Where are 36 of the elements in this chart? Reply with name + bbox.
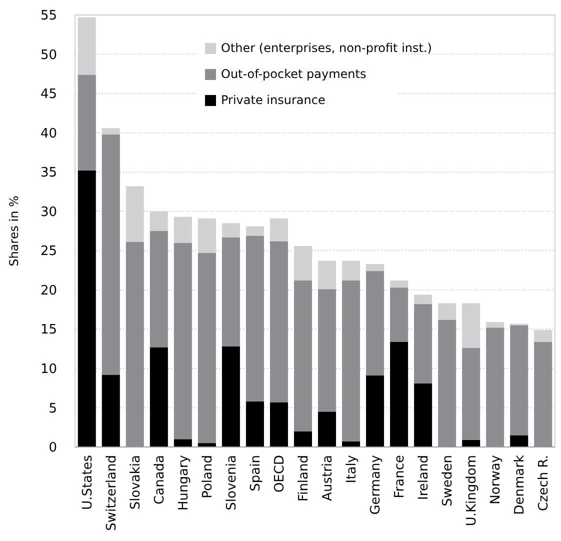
legend-label: Other (enterprises, non-profit inst.) (221, 41, 432, 56)
x-tick-label: U.Kingdom (464, 455, 480, 526)
y-tick-label: 35 (40, 166, 57, 181)
x-tick-label: Norway (488, 454, 504, 504)
x-tick-label: Ireland (416, 455, 432, 500)
x-tick-label: Sweden (440, 455, 456, 506)
y-tick-label: 20 (40, 283, 57, 298)
y-tick-label: 10 (40, 362, 57, 378)
y-tick-label: 50 (40, 48, 57, 63)
x-tick-label: OECD (272, 455, 288, 493)
x-tick-label: Slovenia (224, 455, 240, 510)
x-tick-label: Czech R. (536, 455, 552, 512)
x-tick-label: Canada (152, 455, 168, 504)
y-tick-label: 5 (48, 401, 57, 416)
x-tick-label: Poland (200, 455, 216, 498)
x-tick-label: Germany (368, 454, 384, 515)
y-axis-title: Shares in % (7, 196, 21, 266)
y-tick-label: 55 (40, 8, 57, 24)
y-tick-label: 25 (40, 244, 57, 260)
x-tick-label: France (392, 455, 408, 498)
x-tick-label: Denmark (512, 454, 528, 515)
x-tick-label: Switzerland (104, 455, 120, 531)
x-tick-label: Spain (248, 455, 264, 492)
legend-label: Out-of-pocket payments (221, 67, 366, 82)
x-tick-label: Italy (344, 454, 360, 484)
y-tick-label: 30 (40, 204, 57, 220)
y-tick-label: 15 (40, 322, 57, 338)
legend-label: Private insurance (221, 93, 326, 108)
y-tick-label: 40 (40, 126, 57, 142)
x-tick-label: Slovakia (128, 455, 144, 510)
y-tick-label: 0 (48, 440, 57, 456)
y-tick-label: 45 (40, 87, 57, 102)
x-tick-label: Austria (320, 455, 336, 501)
x-tick-label: Hungary (176, 454, 192, 511)
x-tick-label: U.States (80, 454, 96, 510)
x-tick-label: Finland (296, 455, 312, 502)
